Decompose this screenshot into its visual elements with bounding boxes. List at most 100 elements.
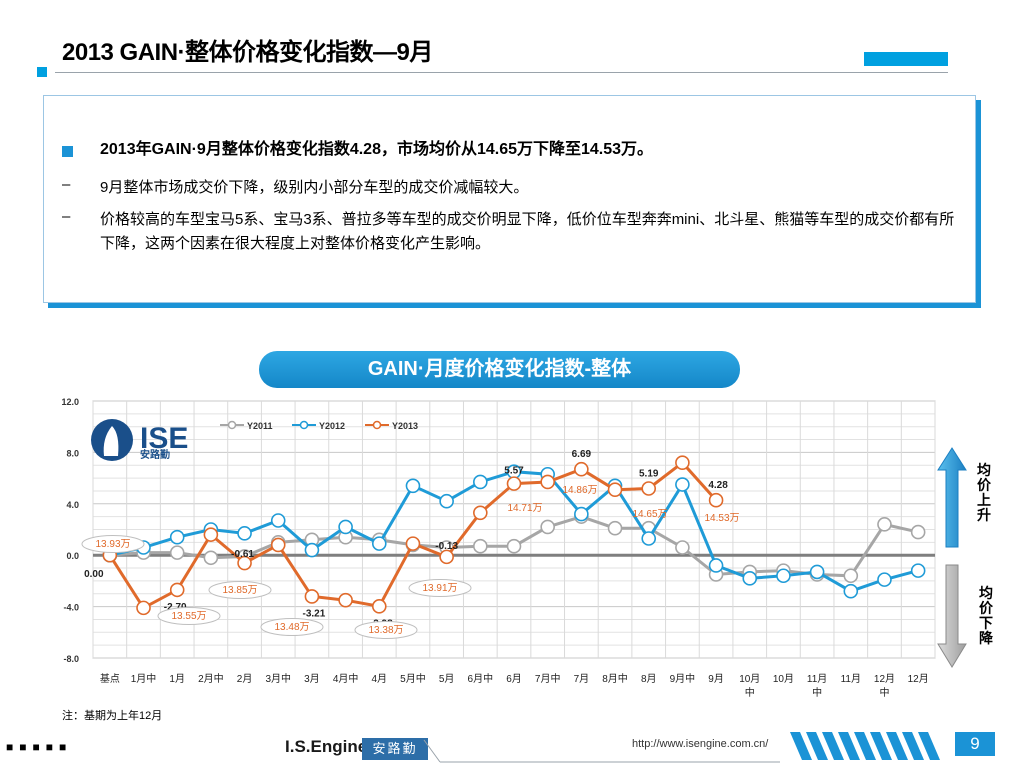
- x-tick-label: 3月: [304, 673, 320, 685]
- logo-icon: [103, 426, 119, 456]
- stripe: [822, 732, 844, 760]
- price-callout: 14.86万: [562, 485, 597, 496]
- stripe: [790, 732, 812, 760]
- price-callout-bubble: [81, 535, 145, 553]
- x-tick-label: 9月中: [670, 672, 696, 685]
- price-callout-bubble: [208, 581, 272, 599]
- value-label: -0.13: [435, 541, 458, 552]
- data-point-Y2012: [439, 493, 454, 509]
- data-point-Y2012: [809, 564, 825, 580]
- price-callout: 14.71万: [507, 503, 542, 514]
- side-label-up: 均价上升: [977, 462, 991, 523]
- x-tick-label: 11月: [841, 673, 861, 685]
- x-tick-label: 6月: [506, 673, 522, 685]
- data-point-Y2011: [540, 519, 555, 535]
- price-callout-bubble: [157, 607, 221, 625]
- data-point-Y2012: [405, 478, 421, 494]
- data-point-Y2013: [304, 589, 320, 604]
- price-callout-bubble: [408, 579, 472, 597]
- price-callout: 13.93万: [95, 539, 130, 550]
- price-callout: 14.65万: [632, 509, 667, 520]
- x-tick-label: 中: [879, 686, 889, 699]
- x-tick-label: 10月: [773, 673, 794, 685]
- value-label: 0.00: [84, 569, 104, 580]
- value-label: 6.69: [572, 449, 592, 460]
- footer-brand: I.S.Engine: [285, 737, 368, 756]
- value-label: 5.57: [504, 466, 524, 477]
- data-point-Y2012: [304, 542, 320, 558]
- data-point-Y2011: [910, 524, 926, 540]
- x-tick-label: 8月: [641, 673, 657, 685]
- data-point-Y2013: [169, 582, 185, 598]
- price-callout-bubble: [260, 618, 324, 636]
- y-tick-label: 4.0: [66, 500, 79, 510]
- data-point-Y2012: [574, 506, 589, 522]
- x-tick-label: 5月中: [400, 672, 426, 685]
- x-tick-label: 中: [745, 686, 755, 699]
- x-tick-label: 12月: [874, 673, 895, 685]
- footer-rule: [423, 739, 441, 763]
- summary-headline: 2013年GAIN·9月整体价格变化指数4.28，市场均价从14.65万下降至1…: [100, 141, 654, 158]
- price-callout-bubble: [354, 621, 418, 639]
- x-tick-label: 10月: [739, 673, 760, 685]
- page-number: 9: [955, 732, 995, 756]
- data-point-Y2011: [169, 545, 185, 560]
- data-point-Y2013: [371, 599, 387, 614]
- data-point-Y2013: [270, 537, 286, 553]
- data-point-Y2011: [607, 520, 623, 536]
- price-callout: 13.91万: [422, 583, 457, 594]
- legend-label: Y2011: [247, 421, 273, 431]
- footer-stripes: [790, 732, 940, 760]
- y-tick-label: -8.0: [63, 654, 79, 664]
- x-tick-label: 9月: [708, 673, 724, 685]
- x-tick-label: 1月: [169, 673, 185, 685]
- data-point-Y2012: [270, 513, 286, 528]
- data-point-Y2012: [742, 571, 758, 586]
- data-point-Y2012: [877, 572, 892, 587]
- data-point-Y2013: [607, 482, 623, 497]
- page-title: 2013 GAIN·整体价格变化指数—9月: [62, 39, 433, 66]
- chart-title: GAIN·月度价格变化指数-整体: [259, 351, 740, 388]
- legend-marker: [227, 420, 237, 430]
- x-tick-label: 6月中: [468, 672, 494, 685]
- data-point-Y2013: [641, 481, 657, 496]
- x-tick-label: 1月中: [131, 672, 157, 685]
- logo-text: ISE: [140, 422, 188, 455]
- x-tick-label: 中: [812, 686, 822, 699]
- x-tick-label: 3月中: [265, 672, 291, 685]
- price-callout: 13.85万: [222, 585, 257, 596]
- data-point-Y2012: [169, 529, 185, 545]
- y-tick-label: 12.0: [61, 397, 79, 407]
- y-tick-label: -4.0: [63, 603, 79, 613]
- x-tick-label: 2月中: [198, 672, 224, 685]
- data-point-Y2012: [843, 583, 859, 599]
- value-label: -3.21: [303, 608, 326, 619]
- data-point-Y2012: [675, 477, 690, 492]
- stripe: [838, 732, 860, 760]
- data-point-Y2013: [203, 527, 219, 542]
- logo-subtext: 安路勤: [140, 448, 170, 461]
- legend-marker: [372, 420, 382, 430]
- title-rule: [55, 72, 948, 73]
- bullet-square: [62, 146, 73, 157]
- x-tick-label: 8月中: [602, 672, 628, 685]
- data-point-Y2013: [439, 549, 454, 565]
- x-tick-label: 4月: [371, 673, 387, 685]
- data-point-Y2011: [877, 517, 892, 532]
- legend-marker: [299, 420, 309, 430]
- side-label-down: 均价下降: [979, 585, 993, 646]
- dash-bullet: –: [62, 176, 71, 193]
- footer-dots: ■■■■■: [6, 740, 73, 754]
- value-label: 5.19: [639, 469, 659, 480]
- x-tick-label: 4月中: [333, 672, 359, 685]
- x-tick-label: 5月: [439, 673, 455, 685]
- summary-point-1: 9月整体市场成交价下降，级别内小部分车型的成交价减幅较大。: [100, 179, 529, 196]
- title-accent-bar: [864, 52, 948, 66]
- chart-note: 注：基期为上年12月: [62, 710, 163, 722]
- footer-url: http://www.isengine.com.cn/: [632, 738, 769, 750]
- title-square: [37, 67, 47, 77]
- data-point-Y2013: [136, 600, 151, 616]
- data-point-Y2012: [237, 526, 252, 541]
- value-label: -2.70: [164, 602, 187, 613]
- stripe: [918, 732, 940, 760]
